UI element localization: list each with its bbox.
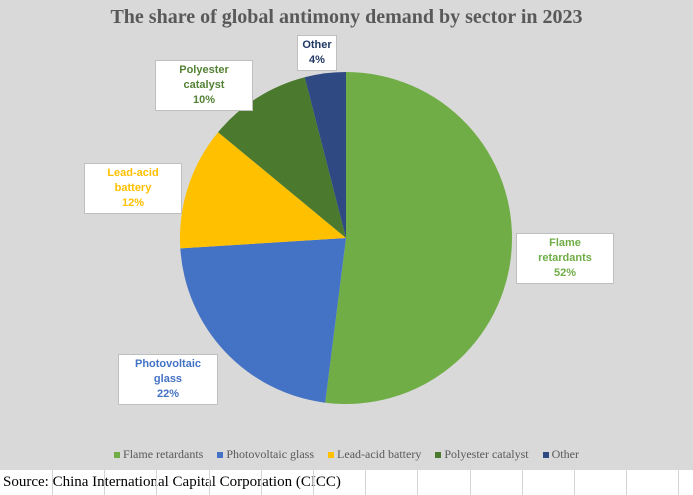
cell-gridline bbox=[261, 470, 262, 495]
cell-gridline bbox=[470, 470, 471, 495]
cell-gridline bbox=[574, 470, 575, 495]
data-label-value: 52% bbox=[553, 267, 577, 279]
cell-gridline bbox=[52, 470, 53, 495]
cell-gridline bbox=[678, 470, 679, 495]
legend-item-photovoltaic-glass: Photovoltaic glass bbox=[217, 447, 314, 462]
legend-label: Lead-acid battery bbox=[337, 447, 422, 461]
legend-label: Flame retardants bbox=[123, 447, 204, 461]
legend-swatch bbox=[217, 451, 224, 458]
data-label-flame-retardants: Flame retardants 52% bbox=[516, 233, 614, 284]
data-label-category: Flame retardants bbox=[538, 237, 592, 264]
data-label-category: Polyester catalyst bbox=[179, 64, 229, 91]
chart-title: The share of global antimony demand by s… bbox=[110, 6, 583, 28]
data-label-other: Other 4% bbox=[297, 35, 337, 71]
legend-item-flame-retardants: Flame retardants bbox=[114, 447, 203, 462]
data-label-value: 12% bbox=[121, 197, 145, 209]
data-label-lead-acid-battery: Lead-acid battery 12% bbox=[84, 163, 182, 214]
cell-gridline bbox=[417, 470, 418, 495]
legend-label: Photovoltaic glass bbox=[226, 447, 315, 461]
cell-gridline bbox=[522, 470, 523, 495]
legend-item-other: Other bbox=[542, 447, 579, 462]
pie-slice-flame-retardants[interactable] bbox=[325, 72, 513, 405]
cell-gridline bbox=[365, 470, 366, 495]
data-label-value: 10% bbox=[192, 94, 216, 106]
cell-gridline bbox=[104, 470, 105, 495]
cell-gridline bbox=[209, 470, 210, 495]
data-label-photovoltaic-glass: Photovoltaic glass 22% bbox=[118, 354, 218, 405]
legend-swatch bbox=[328, 451, 335, 458]
data-label-value: 4% bbox=[309, 54, 325, 66]
source-note: Source: China International Capital Corp… bbox=[3, 474, 341, 490]
cell-gridline bbox=[626, 470, 627, 495]
pie-chart bbox=[179, 72, 513, 405]
chart-area[interactable]: The share of global antimony demand by s… bbox=[0, 0, 693, 470]
pie-slice-polyester-catalyst[interactable] bbox=[218, 77, 346, 238]
legend: Flame retardants Photovoltaic glass Lead-a… bbox=[0, 447, 693, 462]
legend-swatch bbox=[542, 451, 549, 458]
cell-gridline bbox=[313, 470, 314, 495]
data-label-category: Other bbox=[302, 39, 332, 51]
pie-slice-other[interactable] bbox=[304, 72, 346, 238]
legend-item-lead-acid-battery: Lead-acid battery bbox=[328, 447, 421, 462]
legend-swatch bbox=[435, 451, 442, 458]
legend-swatch bbox=[114, 451, 121, 458]
data-label-category: Lead-acid battery bbox=[107, 167, 159, 194]
legend-label: Other bbox=[551, 447, 579, 461]
cell-gridline bbox=[156, 470, 157, 495]
pie-slice-lead-acid-battery[interactable] bbox=[179, 132, 346, 249]
legend-label: Polyester catalyst bbox=[444, 447, 529, 461]
data-label-value: 22% bbox=[156, 388, 180, 400]
data-label-category: Photovoltaic glass bbox=[134, 358, 201, 385]
data-label-polyester-catalyst: Polyester catalyst 10% bbox=[155, 60, 253, 111]
legend-item-polyester-catalyst: Polyester catalyst bbox=[435, 447, 529, 462]
pie-slice-photovoltaic-glass[interactable] bbox=[180, 238, 346, 403]
